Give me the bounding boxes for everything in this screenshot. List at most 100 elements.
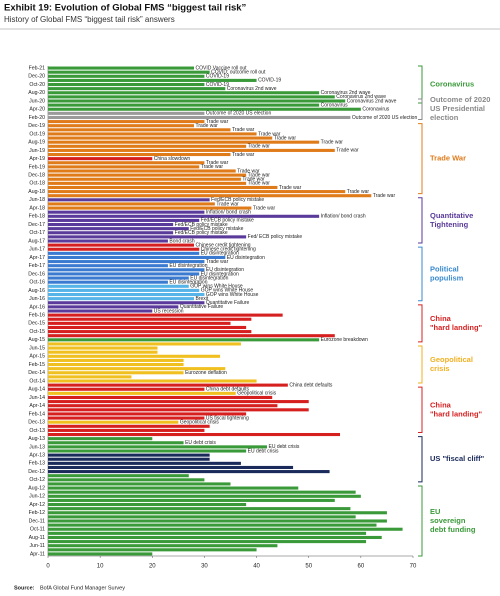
bar-label: EU disintegration	[227, 255, 265, 261]
y-tick-label: Feb-20	[29, 115, 46, 121]
y-tick-label: Dec-11	[29, 518, 45, 524]
bar	[48, 152, 231, 157]
bar-label: Fed/ ECB policy mistake	[248, 234, 303, 240]
bar-label: Coronavirus 2nd wave	[336, 94, 386, 100]
bar	[48, 420, 179, 424]
bar	[48, 111, 205, 115]
bar	[48, 515, 356, 519]
bar-label: US recession	[154, 308, 184, 314]
bar	[48, 548, 257, 552]
bar	[48, 375, 132, 379]
bar	[48, 301, 205, 305]
bar	[48, 428, 205, 432]
bar	[48, 255, 226, 260]
y-tick-label: Apr-15	[29, 354, 45, 360]
bar	[48, 346, 158, 350]
bar	[48, 432, 340, 437]
bar	[48, 527, 403, 531]
bar	[48, 190, 346, 194]
y-tick-label: Jun-20	[29, 98, 45, 104]
bar	[48, 292, 205, 297]
bar	[48, 342, 241, 346]
bar	[48, 276, 189, 280]
y-tick-label: Apr-17	[29, 255, 45, 261]
bar-label: Fed/ECB policy mistake	[175, 230, 228, 236]
bar	[48, 177, 241, 181]
bar	[48, 416, 205, 420]
bar	[48, 78, 257, 82]
bar-label: Coronavirus 2nd wave	[347, 98, 397, 104]
bar-label: COVID-19	[206, 74, 229, 80]
bar	[48, 173, 247, 177]
y-tick-label: Feb-21	[29, 65, 46, 71]
bar	[48, 498, 335, 502]
x-tick-label: 0	[46, 564, 50, 570]
group-label: Quantitative	[430, 211, 473, 220]
y-tick-label: Feb-17	[29, 263, 46, 269]
x-tick-label: 20	[149, 564, 156, 570]
bar-label: Chinese credit tightening	[201, 247, 256, 253]
bar	[48, 470, 330, 474]
bar	[48, 140, 320, 144]
group-label: China	[430, 314, 452, 323]
y-tick-label: Apr-13	[29, 452, 45, 458]
bar-label: Brexit	[196, 296, 209, 302]
group-label: Outcome of 2020	[430, 95, 490, 104]
bar	[48, 494, 361, 498]
y-tick-label: Aug-12	[28, 485, 45, 491]
bar-label: Trade war	[206, 119, 229, 125]
group-bracket	[418, 304, 423, 343]
y-tick-label: Dec-20	[28, 74, 45, 80]
y-tick-label: Jun-13	[29, 444, 45, 450]
bar	[48, 383, 288, 387]
bar-label: Fed/ECB policy mistake	[201, 218, 254, 224]
chart-subtitle: History of Global FMS “biggest tail risk…	[4, 15, 175, 24]
y-tick-label: Apr-12	[29, 502, 45, 508]
group-label: crisis	[430, 364, 450, 373]
y-tick-label: Dec-12	[28, 469, 45, 475]
bar	[48, 321, 231, 325]
x-tick-label: 40	[253, 564, 260, 570]
bar-label: COVID-19	[206, 82, 229, 88]
y-tick-label: Jun-17	[29, 247, 45, 253]
bar	[48, 544, 278, 548]
bar-label: Outcome of 2020 US election	[352, 115, 418, 121]
group-label: Coronavirus	[430, 80, 474, 89]
y-tick-label: Dec-13	[28, 420, 45, 426]
y-tick-label: Feb-19	[29, 164, 46, 170]
group-bracket	[418, 345, 423, 384]
bar	[48, 297, 194, 301]
group-label: "hard landing"	[430, 323, 483, 332]
y-tick-label: Oct-16	[29, 280, 45, 286]
bar	[48, 157, 153, 161]
bar	[48, 148, 335, 152]
bar-label: Fed/ECB policy mistake	[211, 197, 264, 203]
bar-label: Fed/ECB policy mistake	[175, 222, 228, 228]
group-label: EU	[430, 507, 440, 516]
bar	[48, 354, 221, 358]
bar	[48, 445, 267, 449]
bar	[48, 511, 387, 515]
bar	[48, 87, 226, 91]
bar-label: GOP wins White House	[190, 284, 243, 290]
bar	[48, 194, 372, 198]
group-bracket	[418, 65, 423, 104]
bar	[48, 330, 252, 334]
bar-label: Trade war	[232, 127, 255, 133]
y-tick-label: Dec-16	[28, 271, 45, 277]
bar	[48, 334, 335, 338]
bar-label: Trade war	[253, 205, 276, 211]
bar	[48, 82, 205, 87]
bar-label: China slowdown	[154, 156, 191, 162]
y-tick-label: Oct-17	[29, 230, 45, 236]
group-label: Trade War	[430, 154, 466, 163]
bar-label: Trade war	[206, 160, 229, 166]
y-tick-label: Feb-13	[29, 461, 46, 467]
bar-label: Trade war	[274, 135, 297, 141]
y-tick-label: Apr-18	[29, 205, 45, 211]
bar-label: EU debt crisis	[269, 444, 300, 450]
bar	[48, 222, 174, 227]
y-tick-label: Aug-18	[28, 189, 45, 195]
bar	[48, 107, 361, 111]
bar	[48, 535, 382, 540]
